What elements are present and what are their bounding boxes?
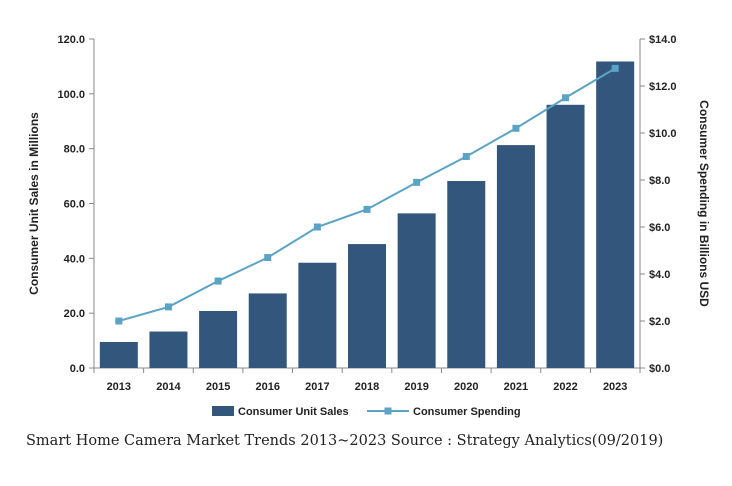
x-tick-label: 2016 [255,381,279,393]
bar [596,61,635,369]
bar [298,262,337,368]
y-right-tick-label: $8.0 [649,175,670,187]
spending-point [115,317,123,325]
y-left-tick-label: 60.0 [64,199,85,211]
y-left-tick-label: 80.0 [64,144,85,156]
spending-point [214,277,222,285]
spending-point [611,64,619,72]
y-right-tick-label: $12.0 [649,81,677,93]
spending-point [562,94,570,102]
spending-point [363,205,371,213]
x-tick-label: 2020 [454,381,478,393]
bar [348,244,386,368]
y-right-tick-label: $0.0 [649,363,670,375]
y-axis-left-title: Consumer Unit Sales in Millions [27,112,41,295]
y-left-tick-label: 20.0 [64,308,85,320]
x-tick-label: 2022 [553,381,577,393]
bar [248,293,287,368]
bar [496,145,535,368]
y-left-tick-label: 0.0 [70,363,85,375]
x-tick-label: 2014 [156,381,181,393]
y-right-tick-label: $14.0 [649,34,677,46]
x-tick-label: 2015 [206,381,230,393]
y-right-tick-label: $6.0 [649,222,670,234]
spending-point [164,303,172,311]
y-left-tick-label: 40.0 [64,253,85,265]
x-tick-label: 2018 [355,381,379,393]
spending-point [413,178,421,186]
legend-swatch-marker [384,407,392,415]
y-axis-right-title: Consumer Spending in Billions USD [697,100,711,307]
legend-label-line: Consumer Spending [413,406,521,418]
bar [546,104,585,369]
y-right-tick-label: $10.0 [649,128,677,140]
spending-point [512,124,520,132]
spending-point [264,254,272,262]
x-tick-label: 2013 [107,381,131,393]
x-tick-label: 2017 [305,381,329,393]
legend-label-bars: Consumer Unit Sales [238,406,349,418]
legend-swatch-bars [212,406,234,416]
x-tick-label: 2021 [504,381,528,393]
spending-point [313,223,321,231]
chart-caption: Smart Home Camera Market Trends 2013~202… [26,433,664,449]
bar [199,310,238,368]
bar [149,331,188,368]
bar [397,213,436,368]
y-right-tick-label: $4.0 [649,269,670,281]
y-left-tick-label: 120.0 [57,34,85,46]
y-left-tick-label: 100.0 [57,89,85,101]
y-right-tick-label: $2.0 [649,316,670,328]
x-tick-label: 2023 [603,381,627,393]
bar [99,341,138,368]
bar [447,181,486,368]
spending-point [462,153,470,160]
x-tick-label: 2019 [404,381,428,393]
